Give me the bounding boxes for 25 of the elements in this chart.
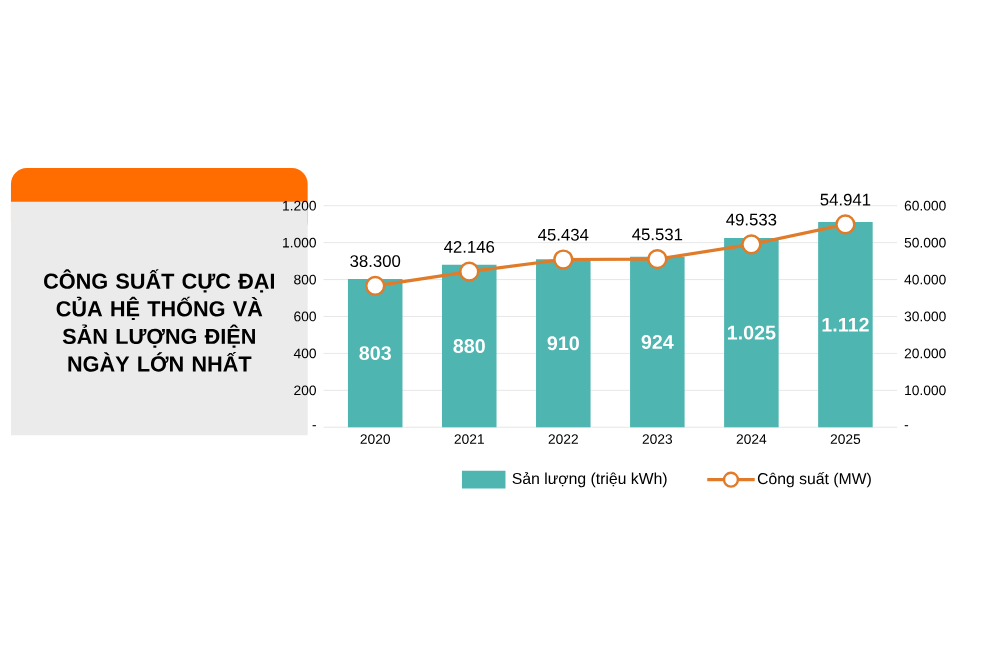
bar: [724, 237, 779, 427]
data-label: 1.112: [822, 317, 869, 332]
data-label: 45.434: [538, 228, 589, 241]
bar: [818, 221, 873, 427]
data-label: 924: [641, 334, 674, 349]
bar: [441, 264, 497, 427]
data-label: 54.941: [820, 193, 871, 206]
data-label: 803: [359, 345, 391, 360]
data-label: 45.531: [632, 228, 683, 240]
point: [459, 261, 480, 282]
text: CÔNG SUẤT CỰC ĐẠI CỦA HỆ THỐNG VÀ SẢN LƯỢNG ĐIỆN NGÀY LỚN NHẤT: [44, 268, 275, 372]
point: [647, 248, 668, 269]
data-label: 880: [453, 338, 485, 353]
point: [365, 275, 386, 296]
bar: [536, 258, 591, 427]
bar: [347, 278, 403, 427]
data-label: 42.146: [444, 240, 495, 253]
data-label: 49.533: [726, 213, 777, 226]
data-label: 910: [547, 335, 579, 350]
point: [741, 233, 762, 255]
data-label: 38.300: [350, 254, 401, 267]
data-label: 1.025: [727, 325, 776, 340]
bar: [630, 256, 685, 427]
point: [835, 213, 856, 235]
point: [553, 249, 574, 270]
